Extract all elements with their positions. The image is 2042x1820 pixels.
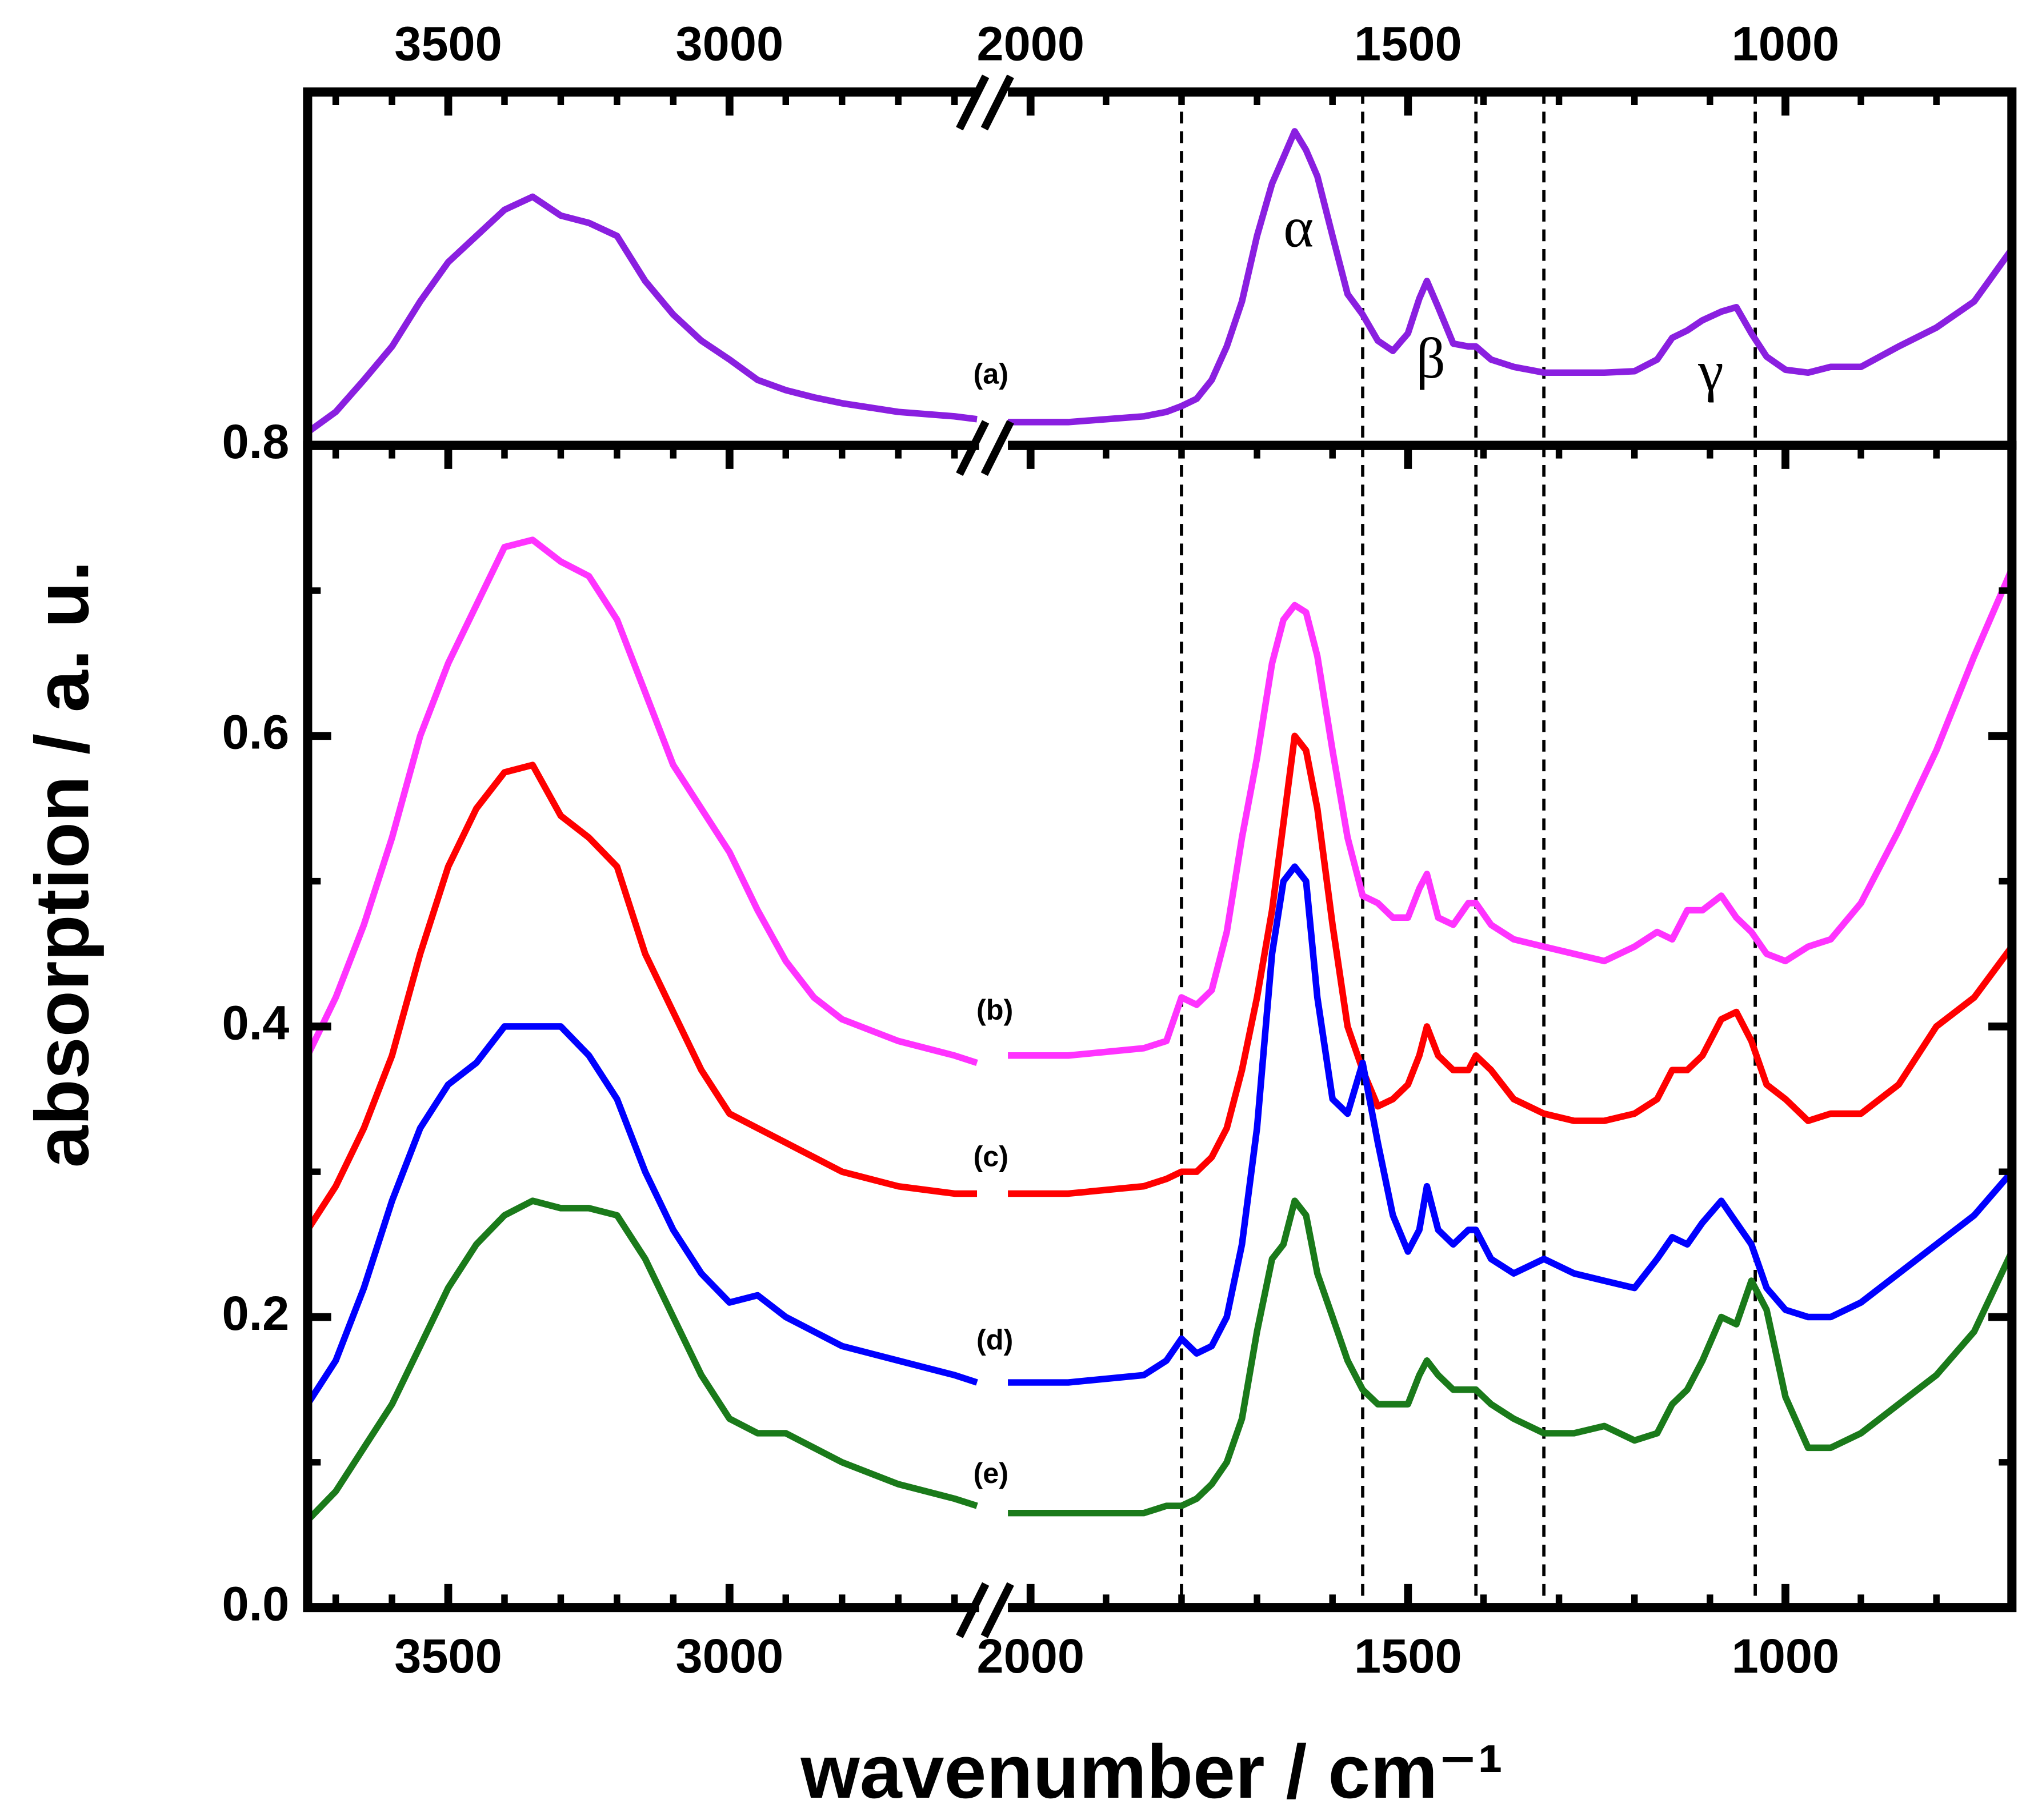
x-tick-label-top: 1000 [1732, 17, 1840, 71]
curve-label: (e) [974, 1457, 1009, 1489]
x-tick-label: 3000 [676, 1629, 784, 1683]
y-tick-label: 0.6 [222, 705, 289, 759]
x-tick-label-top: 3500 [394, 17, 502, 71]
spectrum-line [1008, 863, 2015, 1386]
band-annotation: β [1416, 326, 1445, 390]
curve-label: (a) [974, 358, 1009, 390]
y-tick-label: 0.8 [222, 414, 289, 468]
spectrum-line [305, 1197, 978, 1523]
x-axis-label: wavenumber / cm⁻¹ [800, 1730, 1503, 1814]
curve-label: (c) [974, 1140, 1009, 1173]
y-tick-label: 0.0 [222, 1577, 289, 1631]
band-annotation: γ [1697, 339, 1724, 403]
spectrum-line [1008, 732, 2015, 1197]
spectrum-line [305, 761, 978, 1232]
x-tick-label: 2000 [976, 1629, 1084, 1683]
spectrum-line [305, 536, 978, 1067]
y-tick-label: 0.2 [222, 1286, 289, 1340]
spectrum-line [1008, 128, 2015, 426]
x-tick-label: 1500 [1354, 1629, 1462, 1683]
spectrum-line [1008, 567, 2015, 1059]
x-tick-label: 1000 [1732, 1629, 1840, 1683]
x-tick-label-top: 2000 [976, 17, 1084, 71]
curve-label: (b) [976, 993, 1013, 1026]
curves [305, 92, 2015, 1608]
y-tick-label: 0.4 [222, 995, 289, 1049]
curve-label: (d) [976, 1323, 1013, 1356]
band-annotation: α [1283, 195, 1314, 259]
x-tick-label: 3500 [394, 1629, 502, 1683]
axis-break [956, 74, 1014, 1638]
y-axis-label: absorption / a. u. [20, 560, 105, 1168]
spectrum-line [1008, 1197, 2015, 1517]
x-tick-label-top: 1500 [1354, 17, 1462, 71]
x-tick-label-top: 3000 [676, 17, 784, 71]
spectrum-line [306, 193, 978, 435]
spectrum-line [305, 1023, 978, 1406]
